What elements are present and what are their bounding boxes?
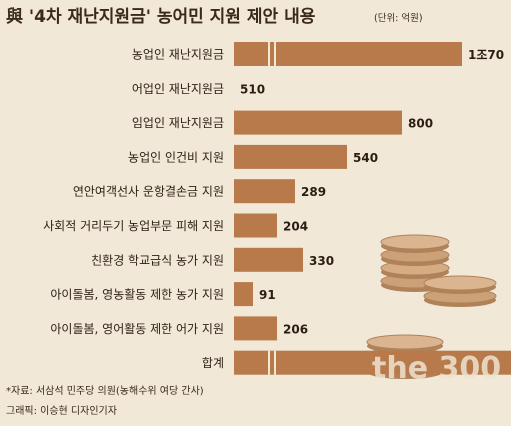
value-label: 1조70 bbox=[468, 48, 504, 62]
value-label: 204 bbox=[283, 220, 308, 234]
category-label: 임업인 재난지원금 bbox=[132, 116, 224, 130]
category-label: 아이돌봄, 영어활동 제한 어가 지원 bbox=[50, 322, 224, 336]
graphic-credit: 그래픽: 이승현 디자인기자 bbox=[6, 405, 117, 417]
category-label: 사회적 거리두기 농업부문 피해 지원 bbox=[43, 219, 224, 233]
bar bbox=[234, 350, 511, 375]
value-label: 800 bbox=[408, 117, 433, 131]
bar bbox=[234, 213, 277, 238]
bars-group: 농업인 재난지원금 1조70 어업인 재난지원금 510 임업인 재난지원금 800 농업인… bbox=[43, 42, 511, 375]
category-label: 아이돌봄, 영농활동 제한 농가 지원 bbox=[50, 288, 224, 302]
value-label: 330 bbox=[309, 254, 334, 268]
value-label: 510 bbox=[240, 82, 265, 96]
watermark: the 300 bbox=[372, 351, 501, 386]
value-label: 540 bbox=[353, 151, 378, 165]
value-label: 206 bbox=[283, 322, 308, 336]
bar-break-mark bbox=[274, 42, 276, 66]
bar-break-mark bbox=[274, 350, 276, 375]
bar-break-mark bbox=[268, 42, 270, 66]
category-label: 어업인 재난지원금 bbox=[132, 82, 224, 96]
value-label: 91 bbox=[259, 288, 276, 302]
coin-stack-right-icon bbox=[423, 275, 497, 307]
value-label: 289 bbox=[301, 185, 326, 199]
coin-stack-left-icon bbox=[380, 234, 450, 292]
bar bbox=[234, 144, 347, 169]
bar bbox=[234, 247, 303, 272]
chart-title: 與 '4차 재난지원금' 농어민 지원 제안 내용 bbox=[6, 6, 316, 27]
category-label: 농업인 인건비 지원 bbox=[128, 150, 224, 164]
unit-label: (단위: 억원) bbox=[374, 12, 423, 24]
source-note: *자료: 서삼석 민주당 의원(농해수위 여당 간사) bbox=[6, 384, 204, 397]
bar-break-mark bbox=[268, 76, 270, 101]
bar bbox=[234, 179, 295, 204]
category-label: 농업인 재난지원금 bbox=[132, 48, 224, 62]
category-label: 연안여객선사 운항결손금 지원 bbox=[73, 185, 224, 199]
bar bbox=[234, 282, 253, 307]
bar-break-mark bbox=[268, 350, 270, 375]
category-label: 친환경 학교급식 농가 지원 bbox=[91, 253, 224, 267]
category-label: 합계 bbox=[202, 356, 224, 370]
bar bbox=[234, 42, 462, 66]
bar-break-mark bbox=[274, 76, 276, 101]
bar bbox=[234, 316, 277, 341]
bar bbox=[234, 110, 402, 135]
